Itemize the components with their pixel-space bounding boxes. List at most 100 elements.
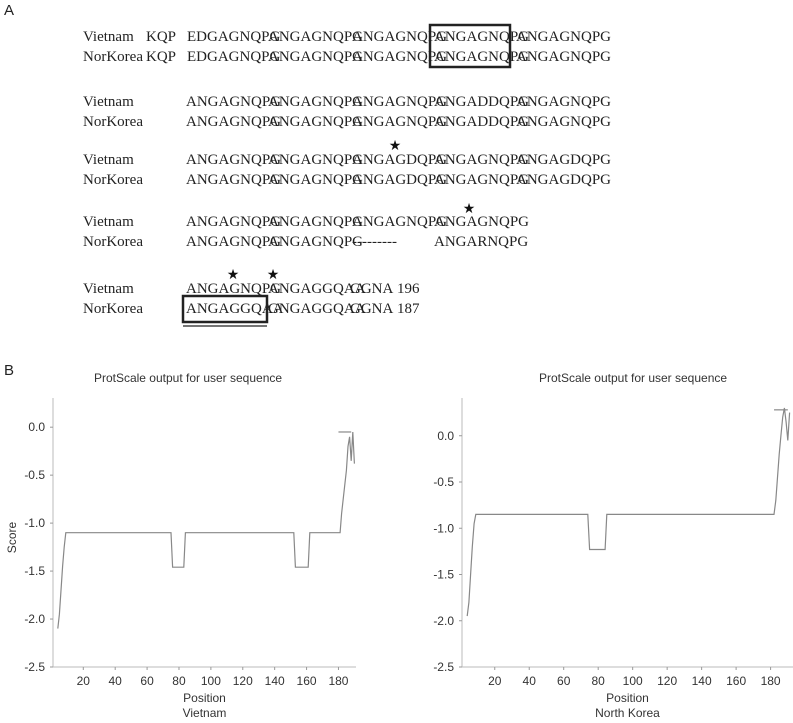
x-tick-label: 80 (592, 674, 606, 688)
chart-title: ProtScale output for user sequence (94, 371, 282, 385)
alignment-segment: 196 (397, 281, 420, 297)
x-tick-label: 60 (140, 674, 154, 688)
alignment-segment: ANGAGNQPG (268, 214, 363, 230)
alignment-segment: ANGAGNQPG (268, 94, 363, 110)
x-axis-sublabel: Vietnam (183, 706, 227, 720)
x-tick-label: 180 (328, 674, 348, 688)
alignment-segment: ANGAGNQPG (268, 152, 363, 168)
x-tick-label: 120 (657, 674, 677, 688)
y-tick-label: -0.5 (24, 468, 45, 482)
x-tick-label: 140 (265, 674, 285, 688)
alignment-row-name: NorKorea (83, 114, 143, 130)
x-axis-label: Position (606, 691, 649, 705)
x-tick-label: 60 (557, 674, 571, 688)
star-marker: ★ (463, 201, 476, 217)
alignment-segment: EDGAGNQPG (187, 49, 281, 65)
x-tick-label: 180 (761, 674, 781, 688)
x-tick-label: 160 (726, 674, 746, 688)
x-tick-label: 20 (488, 674, 502, 688)
alignment-row-name: Vietnam (83, 214, 134, 230)
y-tick-label: -2.0 (433, 614, 454, 628)
x-tick-label: 20 (77, 674, 91, 688)
x-tick-label: 120 (233, 674, 253, 688)
y-tick-label: -1.5 (24, 564, 45, 578)
alignment-segment: GGNA (350, 281, 393, 297)
y-tick-label: -1.5 (433, 568, 454, 582)
alignment-segment: ANGAGNQPG (352, 94, 447, 110)
x-tick-label: 140 (692, 674, 712, 688)
star-marker: ★ (267, 267, 280, 283)
y-tick-label: -0.5 (433, 475, 454, 489)
chart-title: ProtScale output for user sequence (539, 371, 727, 385)
series-line (466, 407, 791, 617)
alignment-segment: ANGAGNQPG (516, 49, 611, 65)
alignment-segment: GGNA (350, 301, 393, 317)
alignment-segment: ANGAGDQPG (352, 172, 447, 188)
alignment-segment: ANGARNQPG (434, 234, 528, 250)
alignment-segment: ANGAGNQPG (352, 29, 447, 45)
alignment-segment: ANGAGNQPG (434, 214, 529, 230)
x-tick-label: 100 (201, 674, 221, 688)
alignment-segment: ANGAGNQPG (186, 152, 281, 168)
alignment-row-name: Vietnam (83, 281, 134, 297)
alignment-segment: ANGAGGQAA (186, 301, 284, 317)
alignment-segment: ANGAGNQPG (352, 49, 447, 65)
alignment-segment: ANGAGNQPG (434, 152, 529, 168)
y-tick-label: 0.0 (28, 420, 45, 434)
alignment-segment: KQP (146, 49, 176, 65)
y-tick-label: -2.5 (24, 660, 45, 674)
panel-b-label: B (4, 362, 15, 379)
alignment-segment: ANGAGNQPG (268, 234, 363, 250)
alignment-row-name: NorKorea (83, 301, 143, 317)
alignment-segment: ANGAGNQPG (268, 29, 363, 45)
alignment-segment: ANGAGNQPG (516, 94, 611, 110)
y-tick-label: -1.0 (24, 516, 45, 530)
alignment-row-name: Vietnam (83, 29, 134, 45)
alignment-segment: KQP (146, 29, 176, 45)
x-axis-label: Position (183, 691, 226, 705)
alignment-segment: ANGADDQPG (434, 114, 529, 130)
alignment-segment: ANGAGNQPG (352, 214, 447, 230)
alignment-segment: ANGAGDQPG (516, 152, 611, 168)
alignment-row-name: NorKorea (83, 172, 143, 188)
x-tick-label: 160 (297, 674, 317, 688)
y-tick-label: -2.5 (433, 660, 454, 674)
alignment-segment: ANGAGNQPG (434, 49, 529, 65)
alignment-segment: ANGAGNQPG (186, 94, 281, 110)
alignment-segment: EDGAGNQPG (187, 29, 281, 45)
chart-vietnam: ProtScale output for user sequence 0.0 -0.… (5, 371, 356, 720)
y-tick-label: -2.0 (24, 612, 45, 626)
alignment-segment: ANGAGGQAA (268, 281, 366, 297)
x-tick-label: 40 (109, 674, 123, 688)
alignment-segment: ANGAGNQPG (352, 114, 447, 130)
alignment-segment: ANGAGNQPG (268, 114, 363, 130)
series-line (57, 431, 355, 629)
alignment-segment: ANGAGNQPG (186, 114, 281, 130)
alignment-segment: 187 (397, 301, 420, 317)
alignment-row-name: NorKorea (83, 49, 143, 65)
alignment-segment: --------- (352, 234, 397, 250)
alignment-row-name: Vietnam (83, 94, 134, 110)
alignment-segment: ANGAGNQPG (516, 114, 611, 130)
alignment-segment: ANGAGDQPG (352, 152, 447, 168)
alignment-segment: ANGAGNQPG (268, 172, 363, 188)
alignment-segment: ANGAGNQPG (268, 49, 363, 65)
y-tick-label: 0.0 (437, 429, 454, 443)
alignment-row-name: Vietnam (83, 152, 134, 168)
sequence-alignment: Vietnam KQP EDGAGNQPGANGAGNQPGANGAGNQPGANG… (83, 23, 611, 327)
alignment-segment: GNGAGGQAA (268, 301, 366, 317)
x-tick-label: 40 (523, 674, 537, 688)
alignment-segment: ANGAGDQPG (516, 172, 611, 188)
x-tick-label: 100 (623, 674, 643, 688)
panel-a-label: A (4, 2, 15, 19)
y-tick-label: -1.0 (433, 521, 454, 535)
chart-north-korea: ProtScale output for user sequence 0.0 -0.… (433, 371, 793, 720)
y-axis-label: Score (5, 522, 19, 554)
alignment-segment: ANGAGNQPG (186, 214, 281, 230)
highlight-box (428, 23, 512, 69)
alignment-segment: ANGAGNQPG (434, 172, 529, 188)
alignment-segment: ANGAGNQPG (186, 172, 281, 188)
star-marker: ★ (389, 138, 402, 154)
star-marker: ★ (227, 267, 240, 283)
x-tick-label: 80 (172, 674, 186, 688)
